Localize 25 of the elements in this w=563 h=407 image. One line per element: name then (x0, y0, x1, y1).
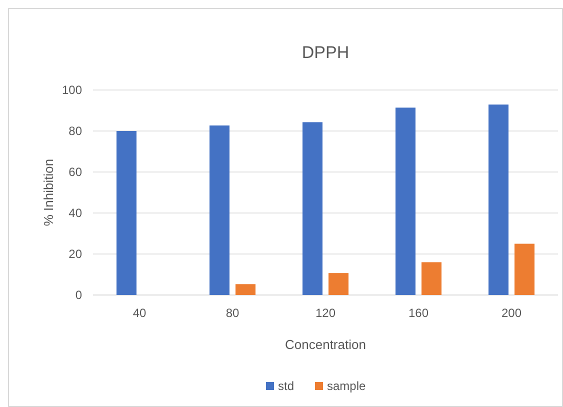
bar (514, 244, 534, 295)
y-tick-label: 0 (75, 288, 82, 302)
x-tick-label: 80 (226, 306, 240, 320)
legend-label: sample (327, 379, 366, 393)
bar (116, 131, 136, 295)
y-tick-label: 100 (62, 83, 82, 98)
bar (422, 262, 442, 295)
x-tick-label: 120 (315, 306, 336, 320)
bar (488, 104, 508, 295)
x-tick-label: 160 (408, 306, 429, 320)
chart-title: DPPH (302, 43, 350, 62)
y-axis-title: % Inhibition (41, 158, 56, 226)
x-axis-title: Concentration (285, 337, 366, 352)
bar (328, 273, 348, 295)
x-tick-label: 40 (132, 306, 146, 320)
bar (302, 122, 322, 295)
y-tick-label: 20 (68, 247, 82, 262)
legend-label: std (278, 379, 294, 393)
bar (236, 284, 256, 295)
y-tick-label: 80 (68, 124, 82, 138)
x-tick-label: 200 (501, 306, 522, 320)
bar (210, 125, 230, 295)
bar (396, 108, 416, 295)
y-tick-label: 60 (68, 165, 82, 180)
y-tick-label: 40 (68, 206, 82, 220)
